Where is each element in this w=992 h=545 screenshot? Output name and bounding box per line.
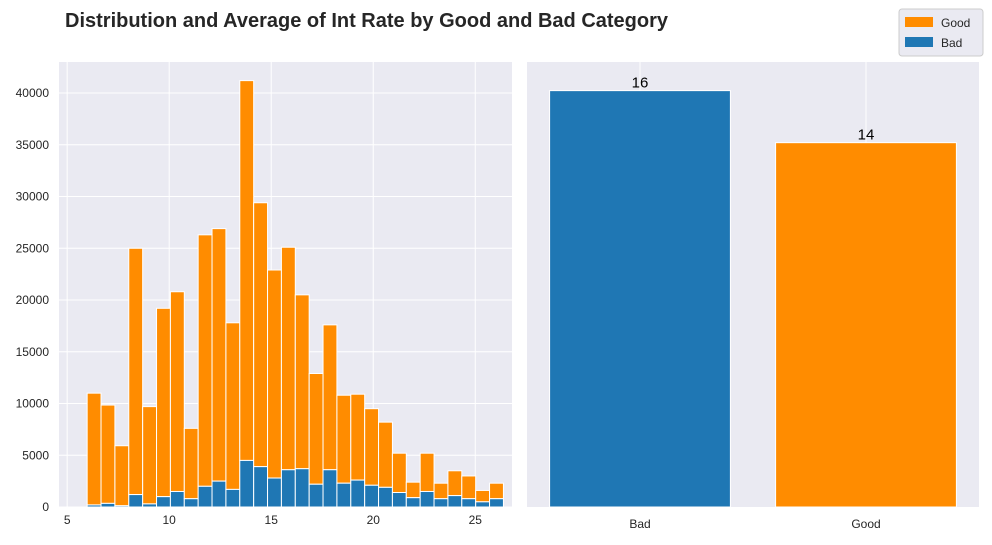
histogram-bar-bad — [447, 495, 463, 508]
x-tick-label: Bad — [629, 517, 650, 531]
y-tick-label: 35000 — [16, 138, 50, 152]
y-tick-label: 5000 — [22, 448, 49, 462]
y-tick-label: 0 — [42, 500, 49, 514]
histogram-bar-bad — [433, 498, 449, 508]
data-label: 14 — [858, 127, 875, 144]
histogram-bar-bad — [364, 484, 380, 508]
histogram-bar-good — [433, 482, 449, 500]
histogram-bar-good — [378, 421, 393, 488]
histogram-bar-good — [142, 406, 158, 505]
histogram-panel: 0 5000 10000 15000 20000 25000 30000 35000 40000… — [16, 62, 512, 527]
histogram-bar-good — [156, 307, 171, 498]
histogram-bar-bad — [378, 486, 393, 508]
histogram-bar-bad — [350, 479, 366, 508]
histogram-bar-good — [211, 228, 227, 482]
legend-label-good: Good — [941, 16, 970, 30]
average-bar-panel: 16 Bad 14 Good — [527, 62, 979, 531]
histogram-bar-bad — [489, 498, 504, 508]
y-tick-label: 10000 — [16, 397, 50, 411]
histogram-bar-good — [461, 475, 477, 500]
y-tick-label: 25000 — [16, 241, 50, 255]
histogram-bar-bad — [391, 492, 407, 508]
x-tick-label: 25 — [469, 513, 483, 527]
histogram-bar-good — [280, 246, 296, 471]
histogram-bar-good — [114, 445, 130, 507]
histogram-bar-good — [364, 408, 380, 486]
histogram-bar-good — [405, 481, 421, 499]
histogram-bar-good — [322, 324, 338, 471]
histogram-bar-good — [336, 394, 352, 484]
histogram-bar-bad — [322, 469, 338, 508]
histogram-bar-good — [169, 291, 185, 492]
histogram-bar-good — [294, 294, 310, 470]
histogram-bar-good — [350, 393, 366, 481]
histogram-bar-good — [391, 452, 407, 494]
histogram-bar-good — [128, 247, 144, 496]
histogram-bar-bad — [114, 505, 130, 508]
histogram-bar-bad — [169, 490, 185, 508]
histogram-bar-bad — [253, 466, 269, 508]
histogram-bar-good — [183, 427, 199, 500]
histogram-bar-bad — [156, 496, 171, 508]
histogram-bar-bad — [308, 483, 324, 508]
histogram-bar-bad — [336, 482, 352, 508]
histogram-bar-good — [86, 392, 102, 506]
histogram-bar-good — [475, 489, 491, 503]
x-tick-label: 15 — [265, 513, 279, 527]
y-tick-label: 15000 — [16, 345, 50, 359]
histogram-bar-good — [419, 452, 435, 492]
legend-swatch-bad — [905, 37, 933, 47]
x-tick-label: 10 — [163, 513, 177, 527]
histogram-bar-bad — [211, 480, 227, 508]
legend-label-bad: Bad — [941, 36, 962, 50]
legend: Good Bad — [898, 8, 984, 57]
histogram-bar-bad — [86, 504, 102, 508]
histogram-bar-good — [267, 269, 282, 479]
histogram-bar-bad — [239, 459, 255, 508]
histogram-bar-bad — [197, 485, 213, 508]
histogram-bar-good — [239, 80, 255, 461]
data-label: 16 — [632, 75, 649, 92]
chart-title: Distribution and Average of Int Rate by … — [65, 10, 669, 32]
histogram-bar-bad — [280, 469, 296, 508]
histogram-bar-good — [100, 404, 116, 504]
histogram-bar-bad — [267, 477, 282, 508]
average-bar-bad — [549, 90, 731, 508]
histogram-bar-good — [225, 322, 241, 490]
histogram-bar-bad — [405, 497, 421, 508]
y-tick-label: 20000 — [16, 293, 50, 307]
histogram-bar-bad — [100, 502, 116, 508]
histogram-bar-bad — [128, 494, 144, 508]
y-tick-label: 40000 — [16, 86, 50, 100]
histogram-bar-bad — [419, 490, 435, 508]
x-tick-label: 20 — [367, 513, 381, 527]
histogram-bar-bad — [142, 503, 158, 508]
histogram-bar-bad — [225, 488, 241, 508]
histogram-bar-bad — [475, 501, 491, 508]
histogram-bar-bad — [461, 498, 477, 508]
x-tick-label: 5 — [64, 513, 71, 527]
histogram-bar-bad — [294, 468, 310, 508]
histogram-bar-good — [308, 373, 324, 485]
histogram-bar-good — [489, 482, 504, 500]
histogram-bar-bad — [183, 498, 199, 508]
y-tick-label: 30000 — [16, 190, 50, 204]
legend-swatch-good — [905, 17, 933, 27]
x-tick-label: Good — [851, 517, 880, 531]
average-bar-good — [775, 142, 957, 508]
histogram-bar-good — [253, 202, 269, 468]
histogram-bar-good — [447, 470, 463, 497]
histogram-bar-good — [197, 234, 213, 487]
